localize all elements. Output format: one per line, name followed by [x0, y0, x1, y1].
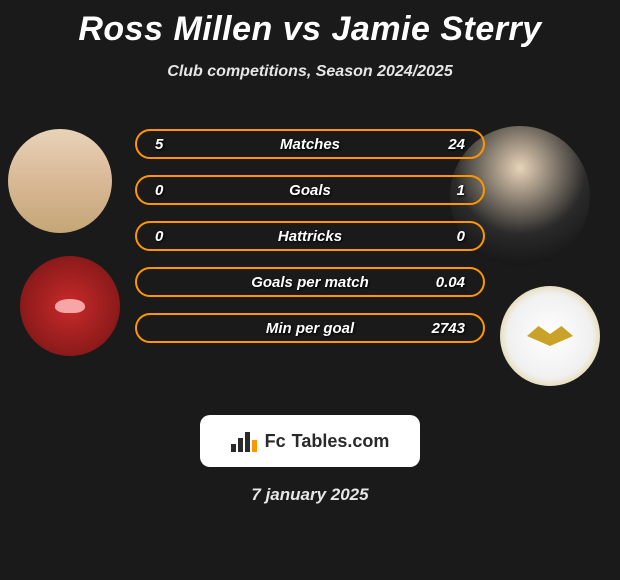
- stat-row-matches: 5 Matches 24: [135, 129, 485, 159]
- branding-badge: Fc Tables.com: [200, 415, 420, 467]
- stat-rows: 5 Matches 24 0 Goals 1 0 Hattricks 0 Goa…: [135, 129, 485, 359]
- branding-bars-icon: [231, 430, 259, 452]
- stat-row-goals: 0 Goals 1: [135, 175, 485, 205]
- stat-row-hattricks: 0 Hattricks 0: [135, 221, 485, 251]
- stat-right-value: 2743: [425, 320, 465, 337]
- branding-prefix: Fc: [265, 431, 286, 452]
- date-line: 7 january 2025: [0, 485, 620, 505]
- club-right-badge: [500, 286, 600, 386]
- stat-row-min-per-goal: Min per goal 2743: [135, 313, 485, 343]
- subtitle: Club competitions, Season 2024/2025: [0, 63, 620, 81]
- stat-right-value: 0.04: [425, 274, 465, 291]
- stat-right-value: 1: [425, 182, 465, 199]
- stat-left-value: 5: [155, 136, 195, 153]
- club-left-badge: [20, 256, 120, 356]
- comparison-panel: 5 Matches 24 0 Goals 1 0 Hattricks 0 Goa…: [0, 111, 620, 391]
- stat-left-value: 0: [155, 182, 195, 199]
- stat-right-value: 0: [425, 228, 465, 245]
- stat-row-goals-per-match: Goals per match 0.04: [135, 267, 485, 297]
- player-left-photo: [8, 129, 112, 233]
- branding-suffix: Tables.com: [292, 431, 390, 452]
- stat-right-value: 24: [425, 136, 465, 153]
- page-title: Ross Millen vs Jamie Sterry: [0, 0, 620, 49]
- stat-left-value: 0: [155, 228, 195, 245]
